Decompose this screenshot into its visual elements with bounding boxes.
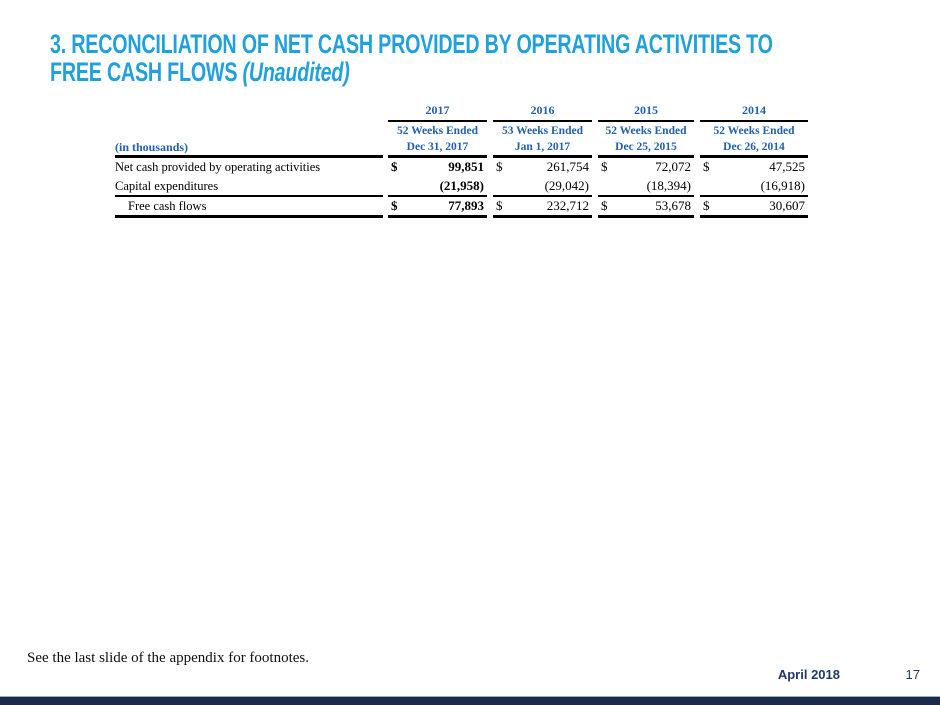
cell-2015: (18,394)	[598, 177, 694, 197]
cell-value: (16,918)	[760, 178, 805, 193]
cell-value: (18,394)	[646, 178, 691, 193]
year-header-2014: 2014	[700, 101, 808, 122]
table-weeks-header-row: 52 Weeks Ended 53 Weeks Ended 52 Weeks E…	[115, 122, 808, 139]
year-header-2016: 2016	[493, 101, 592, 122]
weeks-header-2016: 53 Weeks Ended	[502, 125, 583, 137]
dollar-sign: $	[391, 159, 398, 174]
table-year-header-row: 2017 2016 2015 2014	[115, 101, 808, 122]
date-header-2015: Dec 25, 2015	[598, 139, 694, 158]
cell-value: 232,712	[546, 198, 589, 213]
dollar-sign: $	[601, 198, 608, 213]
free-cash-flow-table: 2017 2016 2015 2014 52 Weeks Ended 53 We…	[115, 101, 808, 218]
date-header-2014: Dec 26, 2014	[700, 139, 808, 158]
cell-2017: $99,851	[388, 158, 487, 177]
weeks-header-2015: 52 Weeks Ended	[605, 125, 687, 137]
year-header-2017: 2017	[388, 101, 487, 122]
cell-2015: $72,072	[598, 158, 694, 177]
date-header-2016: Jan 1, 2017	[493, 139, 592, 158]
cell-value: 99,851	[448, 159, 484, 174]
cell-2017: (21,958)	[388, 177, 487, 197]
cell-value: 53,678	[655, 198, 691, 213]
table-dates-header-row: (in thousands) Dec 31, 2017 Jan 1, 2017 …	[115, 139, 808, 158]
year-header-2015: 2015	[598, 101, 694, 122]
cell-value: 77,893	[448, 198, 484, 213]
slide-title: 3. RECONCILIATION OF NET CASH PROVIDED B…	[50, 30, 926, 86]
cell-2016: $261,754	[493, 158, 592, 177]
weeks-header-spacer	[115, 122, 383, 139]
cell-2014: $30,607	[700, 197, 808, 218]
cell-value: (29,042)	[544, 178, 589, 193]
cell-2014: $47,525	[700, 158, 808, 177]
in-thousands-label: (in thousands)	[115, 139, 383, 158]
cell-value: (21,958)	[439, 178, 484, 193]
slide-title-line-1: 3. RECONCILIATION OF NET CASH PROVIDED B…	[50, 29, 773, 59]
dollar-sign: $	[496, 159, 503, 174]
dollar-sign: $	[496, 198, 503, 213]
cell-2016: $232,712	[493, 197, 592, 218]
cell-value: 47,525	[769, 159, 805, 174]
row-label: Capital expenditures	[115, 177, 383, 197]
cell-value: 261,754	[546, 159, 589, 174]
table-row-capital-expenditures: Capital expenditures (21,958) (29,042) (…	[115, 177, 808, 197]
date-header-2017: Dec 31, 2017	[388, 139, 487, 158]
slide-title-line-2-main: FREE CASH FLOWS	[50, 57, 243, 87]
page-number: 17	[905, 667, 920, 682]
dollar-sign: $	[391, 198, 398, 213]
cell-value: 30,607	[769, 198, 805, 213]
cell-2015: $53,678	[598, 197, 694, 218]
cell-2014: (16,918)	[700, 177, 808, 197]
cell-2016: (29,042)	[493, 177, 592, 197]
cell-2017: $77,893	[388, 197, 487, 218]
footer-date: April 2018	[777, 667, 840, 682]
weeks-header-2017: 52 Weeks Ended	[397, 125, 478, 137]
slide-title-line-2: FREE CASH FLOWS (Unaudited)	[50, 57, 350, 87]
dollar-sign: $	[703, 159, 710, 174]
cell-value: 72,072	[655, 159, 691, 174]
row-label: Net cash provided by operating activitie…	[115, 160, 321, 174]
row-label: Free cash flows	[115, 197, 383, 218]
dollar-sign: $	[703, 198, 710, 213]
table-row-free-cash-flows: Free cash flows $77,893 $232,712 $53,678…	[115, 197, 808, 218]
bottom-accent-bar	[0, 696, 940, 705]
dollar-sign: $	[601, 159, 608, 174]
table-row-operating-cash: Net cash provided by operating activitie…	[115, 158, 808, 177]
year-header-spacer	[115, 101, 383, 122]
weeks-header-2014: 52 Weeks Ended	[713, 125, 795, 137]
footnote-text: See the last slide of the appendix for f…	[27, 650, 310, 666]
slide-title-unaudited: (Unaudited)	[242, 57, 350, 87]
